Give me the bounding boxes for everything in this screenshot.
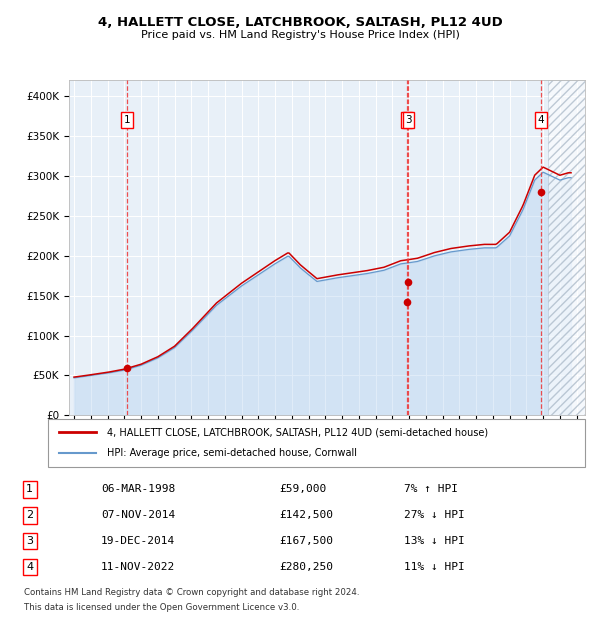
Text: 11% ↓ HPI: 11% ↓ HPI <box>404 562 465 572</box>
Text: £280,250: £280,250 <box>279 562 333 572</box>
Text: 1: 1 <box>124 115 131 125</box>
Text: 4: 4 <box>538 115 544 125</box>
Text: 1: 1 <box>26 484 33 494</box>
Text: 4: 4 <box>26 562 34 572</box>
Text: 4, HALLETT CLOSE, LATCHBROOK, SALTASH, PL12 4UD: 4, HALLETT CLOSE, LATCHBROOK, SALTASH, P… <box>98 16 502 29</box>
Text: 13% ↓ HPI: 13% ↓ HPI <box>404 536 465 546</box>
Text: 19-DEC-2014: 19-DEC-2014 <box>101 536 175 546</box>
Text: Price paid vs. HM Land Registry's House Price Index (HPI): Price paid vs. HM Land Registry's House … <box>140 30 460 40</box>
Text: £59,000: £59,000 <box>279 484 326 494</box>
Text: 7% ↑ HPI: 7% ↑ HPI <box>404 484 458 494</box>
Text: 27% ↓ HPI: 27% ↓ HPI <box>404 510 465 520</box>
Text: Contains HM Land Registry data © Crown copyright and database right 2024.: Contains HM Land Registry data © Crown c… <box>24 588 359 597</box>
FancyBboxPatch shape <box>48 418 585 467</box>
Text: 06-MAR-1998: 06-MAR-1998 <box>101 484 175 494</box>
Text: £167,500: £167,500 <box>279 536 333 546</box>
Text: 07-NOV-2014: 07-NOV-2014 <box>101 510 175 520</box>
Text: This data is licensed under the Open Government Licence v3.0.: This data is licensed under the Open Gov… <box>24 603 299 612</box>
Text: 3: 3 <box>405 115 412 125</box>
Text: £142,500: £142,500 <box>279 510 333 520</box>
Text: 11-NOV-2022: 11-NOV-2022 <box>101 562 175 572</box>
Text: HPI: Average price, semi-detached house, Cornwall: HPI: Average price, semi-detached house,… <box>107 448 357 458</box>
Text: 4, HALLETT CLOSE, LATCHBROOK, SALTASH, PL12 4UD (semi-detached house): 4, HALLETT CLOSE, LATCHBROOK, SALTASH, P… <box>107 427 488 437</box>
Text: 3: 3 <box>26 536 33 546</box>
Text: 2: 2 <box>26 510 34 520</box>
Text: 2: 2 <box>403 115 410 125</box>
